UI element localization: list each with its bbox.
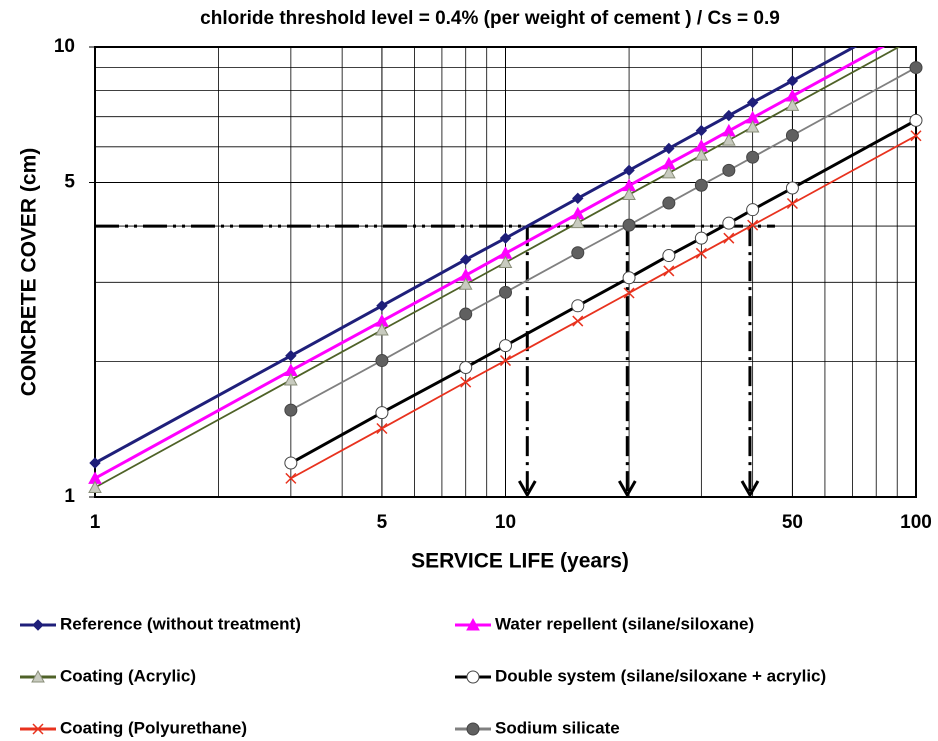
marker: [459, 307, 473, 321]
marker: [571, 246, 585, 260]
marker: [722, 216, 736, 230]
marker: [722, 163, 736, 177]
x-tick-label: 50: [782, 512, 803, 533]
arrow-head: [740, 480, 760, 499]
marker: [662, 196, 676, 210]
marker: [663, 142, 675, 155]
series-line: [290, 66, 916, 411]
legend-marker: [32, 619, 44, 631]
legend-marker: [466, 617, 480, 631]
marker: [623, 287, 635, 299]
marker: [285, 472, 297, 484]
marker: [499, 339, 512, 353]
marker: [622, 187, 636, 201]
legend-label: Coating (Acrylic): [60, 666, 196, 685]
marker: [695, 247, 707, 259]
marker: [694, 231, 708, 245]
series-line: [290, 119, 916, 465]
legend-marker: [32, 723, 44, 735]
marker: [570, 215, 585, 229]
x-axis-label: SERVICE LIFE (years): [411, 550, 629, 573]
marker: [460, 253, 472, 266]
marker: [375, 406, 389, 420]
legend-label: Sodium silicate: [495, 718, 620, 737]
marker: [746, 150, 760, 164]
marker: [622, 218, 636, 232]
marker: [694, 148, 709, 161]
marker: [745, 119, 760, 133]
marker: [746, 96, 759, 109]
legend-label: Reference (without treatment): [60, 614, 301, 633]
chart-title: chloride threshold level = 0.4% (per wei…: [200, 8, 780, 29]
legend-label: Water repellent (silane/siloxane): [495, 614, 754, 633]
marker: [499, 232, 512, 244]
series-line: [290, 134, 916, 480]
marker: [786, 197, 798, 210]
arrow-head: [517, 480, 537, 499]
marker: [284, 456, 298, 470]
x-tick-label: 5: [377, 512, 388, 533]
legend-marker: [466, 722, 480, 736]
marker: [909, 61, 923, 75]
marker: [747, 219, 759, 231]
marker: [571, 299, 585, 313]
marker: [460, 376, 472, 388]
marker: [285, 350, 297, 362]
marker: [662, 165, 676, 179]
marker: [459, 360, 473, 374]
marker: [375, 354, 389, 368]
marker: [375, 322, 389, 336]
y-tick-label: 10: [54, 36, 75, 57]
marker: [694, 178, 708, 192]
marker: [663, 265, 675, 277]
marker: [89, 457, 101, 469]
marker: [284, 403, 298, 417]
marker: [88, 480, 102, 493]
marker: [786, 75, 799, 87]
y-tick-label: 5: [64, 171, 75, 192]
y-tick-label: 1: [64, 486, 75, 507]
marker: [572, 315, 584, 327]
x-tick-label: 100: [900, 512, 932, 533]
marker: [723, 232, 735, 244]
marker: [746, 203, 760, 217]
marker: [623, 164, 635, 177]
legend-marker: [466, 670, 480, 684]
marker: [498, 255, 513, 268]
legend-marker: [31, 669, 45, 683]
legend-label: Double system (silane/siloxane + acrylic…: [495, 666, 826, 685]
marker: [376, 300, 388, 312]
marker: [376, 422, 388, 435]
plot-border: [94, 46, 917, 498]
marker: [662, 249, 676, 263]
marker: [695, 124, 708, 137]
marker: [785, 98, 800, 111]
x-tick-label: 10: [495, 512, 516, 533]
marker: [785, 128, 799, 142]
x-tick-label: 1: [90, 512, 101, 533]
marker: [499, 285, 512, 299]
marker: [499, 355, 512, 367]
marker: [622, 271, 636, 285]
marker: [909, 113, 923, 127]
legend-label: Coating (Polyurethane): [60, 718, 247, 737]
marker: [723, 109, 735, 122]
arrow-head: [617, 480, 637, 499]
marker: [721, 133, 736, 146]
marker: [910, 130, 922, 142]
marker: [572, 192, 584, 205]
marker: [458, 277, 473, 290]
marker: [284, 372, 298, 386]
marker: [785, 181, 799, 195]
y-axis-label: CONCRETE COVER (cm): [18, 148, 41, 397]
